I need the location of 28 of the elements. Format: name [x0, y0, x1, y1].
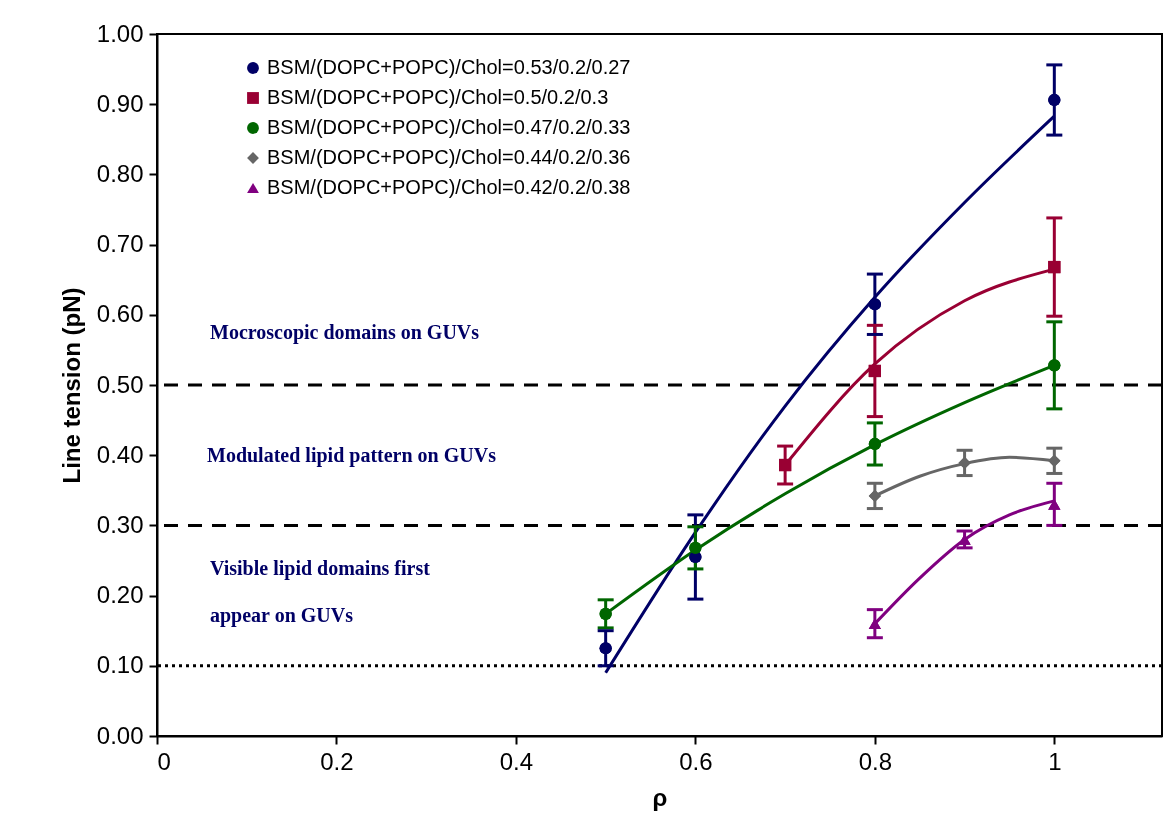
legend-label: BSM/(DOPC+POPC)/Chol=0.5/0.2/0.3: [267, 86, 609, 108]
x-tick-label: 0.2: [320, 747, 354, 775]
annotation: appear on GUVs: [210, 604, 354, 627]
y-axis-title: Line tension (pN): [57, 287, 85, 484]
y-tick-label: 0.10: [96, 651, 144, 679]
x-tick-label: 0.4: [499, 747, 534, 775]
y-tick-label: 0.40: [96, 440, 144, 468]
y-tick-label: 0.60: [96, 300, 144, 328]
y-tick-label: 1.00: [96, 19, 144, 47]
legend-label: BSM/(DOPC+POPC)/Chol=0.42/0.2/0.38: [267, 176, 631, 198]
x-axis-title: ρ: [652, 783, 668, 811]
y-tick-label: 0.30: [96, 510, 144, 538]
x-tick-label: 1: [1048, 747, 1062, 775]
y-tick-label: 0.20: [96, 581, 144, 609]
legend-label: BSM/(DOPC+POPC)/Chol=0.47/0.2/0.33: [267, 116, 631, 138]
legend-label: BSM/(DOPC+POPC)/Chol=0.53/0.2/0.27: [267, 56, 631, 78]
legend-label: BSM/(DOPC+POPC)/Chol=0.44/0.2/0.36: [267, 146, 631, 168]
y-tick-label: 0.90: [96, 89, 144, 117]
annotation: Visible lipid domains first: [210, 557, 431, 580]
x-tick-label: 0: [157, 747, 171, 775]
annotation: Modulated lipid pattern on GUVs: [207, 444, 497, 467]
y-tick-label: 0.00: [96, 721, 144, 749]
y-tick-label: 0.70: [96, 230, 144, 258]
annotation: Mocroscopic domains on GUVs: [210, 321, 480, 344]
y-tick-label: 0.50: [96, 370, 144, 398]
x-tick-label: 0.8: [858, 747, 893, 775]
x-tick-label: 0.6: [679, 747, 713, 775]
y-tick-label: 0.80: [96, 159, 144, 187]
